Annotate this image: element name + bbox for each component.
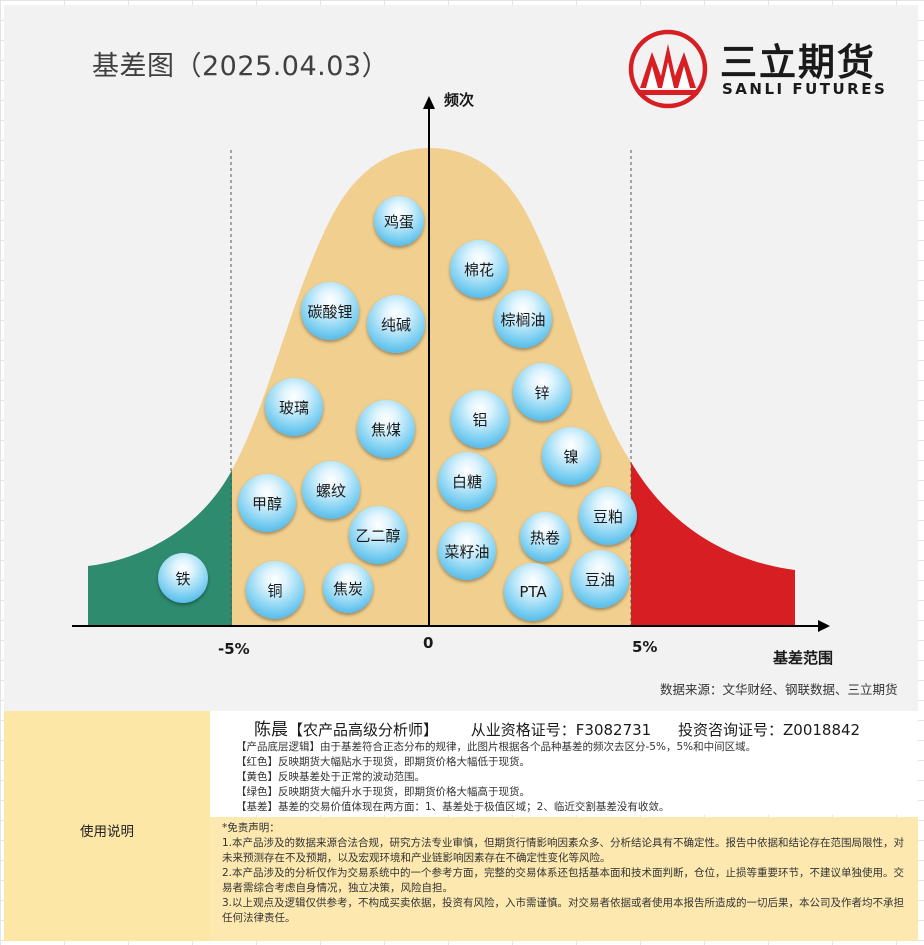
bubble-coking-coal: 焦煤 <box>357 400 415 458</box>
bubble-iron-ore: 铁 <box>158 553 208 603</box>
bubble-palm-oil: 棕榈油 <box>494 290 552 348</box>
bubble-soda-ash: 纯碱 <box>367 295 425 353</box>
sanli-logo: 三立期货 SANLI FUTURES <box>628 28 908 110</box>
page-title: 基差图（2025.04.03） <box>92 51 390 82</box>
bubble-cotton: 棉花 <box>450 240 508 298</box>
desc-yellow: 【黄色】反映基差处于正常的波动范围。 <box>236 771 425 783</box>
disclaimer-text: *免责声明： 1.本产品涉及的数据来源合法合规，研究方法专业审慎，但期货行情影响… <box>222 821 912 926</box>
disclaimer-block: *免责声明： 1.本产品涉及的数据来源合法合规，研究方法专业审慎，但期货行情影响… <box>210 817 918 941</box>
bubble-lithium-carbonate: 碳酸锂 <box>301 282 359 340</box>
analyst-title: 【农产品高级分析师】 <box>288 721 439 739</box>
sanli-logo-emblem-icon <box>628 29 708 109</box>
desc-green: 【绿色】反映期货大幅升水于现货，即期货价格大幅高于现货。 <box>236 786 530 798</box>
bubble-ethylene-glycol: 乙二醇 <box>349 506 407 564</box>
tick-zero: 0 <box>423 634 434 652</box>
info-panel: 使用说明 陈晨【农产品高级分析师】 从业资格证号：F3082731 投资咨询证号… <box>4 711 918 941</box>
green-region <box>88 470 232 626</box>
bubble-rebar: 螺纹 <box>302 461 360 519</box>
logo-chinese-text: 三立期货 <box>720 41 876 84</box>
desc-basis: 【基差】基差的交易价值体现在两方面：1、基差处于极值区域；2、临近交割基差没有收… <box>236 801 670 813</box>
analyst-line: 陈晨【农产品高级分析师】 从业资格证号：F3082731 投资咨询证号：Z001… <box>254 715 860 740</box>
disclaimer-item-1: 1.本产品涉及的数据来源合法合规，研究方法专业审慎，但期货行情影响因素众多、分析… <box>222 837 905 864</box>
license-number: 从业资格证号：F3082731 <box>470 721 652 739</box>
bubble-zinc: 锌 <box>513 363 571 421</box>
bubble-aluminum: 铝 <box>451 390 509 448</box>
data-source: 数据来源：文华财经、钢联数据、三立期货 <box>660 682 898 697</box>
bubble-glass: 玻璃 <box>265 378 323 436</box>
logo-english-text: SANLI FUTURES <box>722 80 888 98</box>
analyst-name: 陈晨 <box>254 720 288 740</box>
analyst-block: 陈晨【农产品高级分析师】 从业资格证号：F3082731 投资咨询证号：Z001… <box>210 711 918 815</box>
usage-label: 使用说明 <box>80 824 134 840</box>
red-region <box>631 462 795 626</box>
disclaimer-item-2: 2.本产品涉及的分析仅作为交易系统中的一个参考方面，完整的交易体系还包括基本面和… <box>222 867 905 894</box>
bubble-soybean-meal: 豆粕 <box>579 487 637 545</box>
y-axis-label: 频次 <box>444 91 475 109</box>
y-axis-arrow-icon <box>423 96 435 109</box>
bubble-soybean-oil: 豆油 <box>571 550 629 608</box>
usage-column: 使用说明 <box>4 711 210 941</box>
consult-number: 投资咨询证号：Z0018842 <box>678 721 861 739</box>
disclaimer-title: *免责声明： <box>222 822 280 834</box>
desc-red: 【红色】反映期货大幅贴水于现货，即期货价格大幅低于现货。 <box>236 756 530 768</box>
bubble-egg: 鸡蛋 <box>374 196 424 246</box>
disclaimer-item-3: 3.以上观点及逻辑仅供参考，不构成买卖依据，投资有风险，入市需谨慎。对交易者依据… <box>222 897 905 924</box>
desc-logic: 【产品底层逻辑】由于基差符合正态分布的规律，此图片根据各个品种基差的频次去区分-… <box>236 741 757 753</box>
bubble-rapeseed-oil: 菜籽油 <box>438 522 496 580</box>
tick-plus-five: 5% <box>632 638 658 656</box>
x-axis-arrow-icon <box>818 620 830 632</box>
bubble-pta: PTA <box>504 563 562 621</box>
bubble-nickel: 镍 <box>542 427 600 485</box>
bubble-methanol: 甲醇 <box>238 474 296 532</box>
bubble-hot-rolled-coil: 热卷 <box>520 512 570 562</box>
bubble-coke: 焦炭 <box>323 563 373 613</box>
bubble-copper: 铜 <box>246 561 304 619</box>
bubble-white-sugar: 白糖 <box>438 452 496 510</box>
tick-minus-five: -5% <box>218 640 250 658</box>
x-axis-label: 基差范围 <box>773 649 834 667</box>
